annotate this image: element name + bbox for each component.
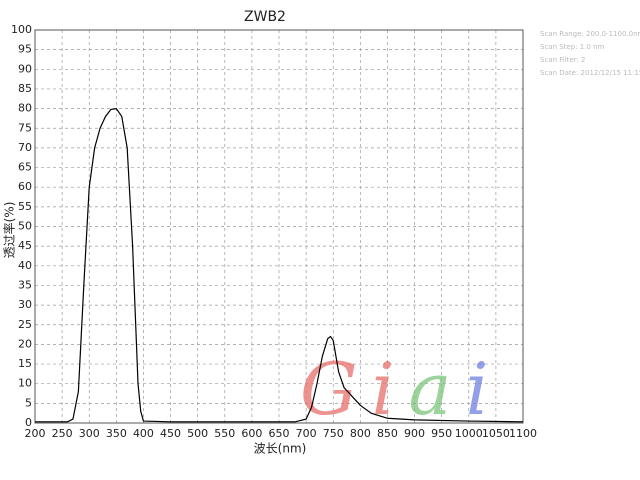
y-tick-label: 10: [18, 377, 32, 390]
y-tick-label: 95: [18, 43, 32, 56]
data-line: [35, 107, 524, 423]
x-tick-label: 750: [323, 427, 344, 440]
y-tick-label: 90: [18, 62, 32, 75]
y-tick-label: 5: [25, 396, 32, 409]
x-tick-label: 450: [160, 427, 181, 440]
y-tick-label: 50: [18, 220, 32, 233]
watermark-letter: i: [465, 347, 488, 431]
x-tick-label: 850: [377, 427, 398, 440]
x-tick-label: 250: [52, 427, 73, 440]
x-tick-label: 350: [106, 427, 127, 440]
x-tick-label: 300: [79, 427, 100, 440]
y-tick-label: 25: [18, 318, 32, 331]
x-tick-label: 800: [350, 427, 371, 440]
scan-info: Scan Filter: 2: [540, 56, 586, 64]
x-tick-label: 600: [241, 427, 262, 440]
y-tick-label: 75: [18, 121, 32, 134]
chart-title: ZWB2: [244, 9, 286, 25]
y-tick-label: 40: [18, 259, 32, 272]
y-tick-label: 20: [18, 337, 32, 350]
x-tick-label: 950: [431, 427, 452, 440]
watermark-letter: G: [300, 347, 358, 431]
x-tick-label: 500: [187, 427, 208, 440]
x-tick-label: 550: [214, 427, 235, 440]
scan-info: Scan Date: 2012/12/15 11:15: [540, 69, 640, 77]
x-tick-label: 650: [269, 427, 290, 440]
x-tick-label: 1000: [455, 427, 483, 440]
watermark-letter: i: [372, 347, 395, 431]
scan-info: Scan Step: 1.0 nm: [540, 43, 605, 51]
y-tick-label: 30: [18, 298, 32, 311]
scan-info: Scan Range: 200.0-1100.0nm: [540, 30, 640, 38]
y-tick-label: 85: [18, 82, 32, 95]
y-tick-label: 80: [18, 102, 32, 115]
x-tick-label: 200: [25, 427, 46, 440]
y-tick-label: 45: [18, 239, 32, 252]
x-tick-label: 1050: [482, 427, 510, 440]
x-tick-label: 1100: [509, 427, 537, 440]
y-tick-label: 65: [18, 161, 32, 174]
x-tick-label: 400: [133, 427, 154, 440]
y-tick-label: 0: [25, 416, 32, 429]
x-axis-label: 波长(nm): [254, 442, 307, 456]
watermark-letter: a: [409, 347, 452, 431]
x-tick-label: 900: [404, 427, 425, 440]
y-tick-label: 60: [18, 180, 32, 193]
y-tick-label: 55: [18, 200, 32, 213]
y-tick-label: 100: [11, 23, 32, 36]
x-tick-label: 700: [296, 427, 317, 440]
y-tick-label: 70: [18, 141, 32, 154]
y-axis-label: 透过率(%): [2, 202, 17, 259]
y-tick-label: 35: [18, 278, 32, 291]
plot-frame: [34, 29, 524, 424]
y-tick-label: 15: [18, 357, 32, 370]
